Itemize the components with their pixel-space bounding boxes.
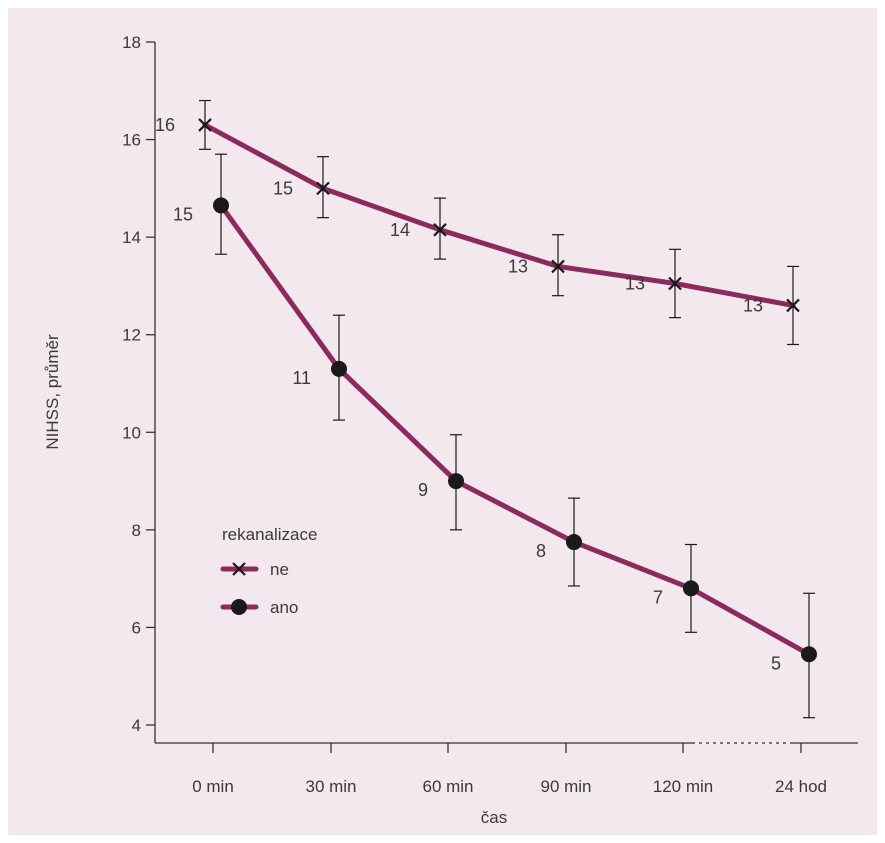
data-label-ano: 5 (771, 653, 781, 673)
data-point-ano (213, 197, 229, 214)
marker-stroke (232, 562, 246, 576)
x-tick-label: 60 min (422, 777, 473, 796)
data-label-ne: 13 (625, 273, 645, 293)
data-point-ano (448, 473, 464, 490)
y-axis-label: NIHSS, průměr (43, 334, 62, 450)
data-point-ano (801, 646, 817, 663)
x-tick-label: 90 min (540, 777, 591, 796)
y-tick-label: 18 (122, 33, 141, 52)
series-line-ne (202, 122, 796, 308)
data-label-ne: 13 (508, 256, 528, 276)
legend-marker-ne (232, 562, 246, 576)
data-label-ano: 9 (418, 480, 428, 500)
x-tick-label: 0 min (192, 777, 234, 796)
data-point-ne (198, 118, 212, 132)
series-line-ano (218, 202, 812, 657)
data-point-ne (551, 259, 565, 274)
x-tick-label: 30 min (305, 777, 356, 796)
data-label-ano: 8 (536, 541, 546, 561)
data-point-ano (331, 360, 347, 377)
chart-panel (8, 8, 877, 835)
legend: rekanalizace ne ano (220, 525, 317, 617)
data-point-ano (566, 534, 582, 551)
legend-marker-ano (231, 599, 247, 615)
data-label-ano: 7 (653, 587, 663, 607)
series-ne: 16 15 14 13 13 13 (155, 99, 800, 346)
y-tick-label: 4 (132, 716, 141, 735)
y-tick-label: 10 (122, 423, 141, 442)
marker-stroke (668, 276, 682, 291)
marker-stroke (551, 259, 565, 274)
legend-label-ne: ne (270, 560, 289, 579)
series-layer: 16 15 14 13 13 13 15 11 9 8 7 5 (155, 99, 817, 719)
marker-stroke (786, 298, 800, 313)
axes: 4 6 8 10 12 14 16 18 0 min 30 min 60 min 90 min 120 … (122, 33, 858, 796)
legend-label-ano: ano (270, 598, 298, 617)
data-point-ne (316, 181, 330, 196)
data-label-ano: 15 (173, 204, 193, 224)
data-label-ano: 11 (292, 368, 311, 388)
legend-title: rekanalizace (222, 525, 317, 544)
y-tick-label: 14 (122, 228, 141, 247)
data-label-ne: 15 (273, 178, 293, 198)
marker-stroke (198, 118, 212, 132)
data-label-ne: 13 (743, 295, 763, 315)
data-point-ne (668, 276, 682, 291)
x-tick-label: 120 min (653, 777, 713, 796)
series-ano: 15 11 9 8 7 5 (173, 153, 817, 719)
x-axis-label: čas (481, 808, 507, 827)
y-tick-label: 6 (132, 618, 141, 637)
data-label-ne: 14 (390, 220, 410, 240)
x-tick-label: 24 hod (775, 777, 827, 796)
y-tick-label: 8 (132, 521, 141, 540)
y-tick-label: 12 (122, 326, 141, 345)
data-point-ne (433, 223, 447, 237)
data-point-ano (683, 580, 699, 597)
y-tick-label: 16 (122, 131, 141, 150)
marker-stroke (433, 223, 447, 237)
data-point-ne (786, 298, 800, 313)
data-label-ne: 16 (155, 115, 175, 135)
marker-stroke (316, 181, 330, 196)
